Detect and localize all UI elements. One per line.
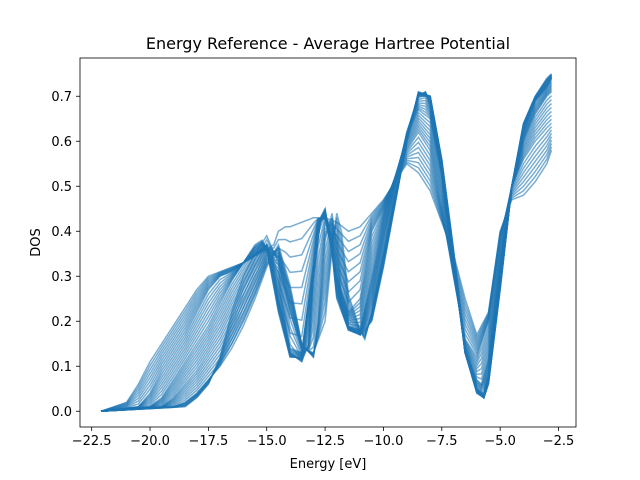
x-tick-label: −5.0 <box>484 434 516 449</box>
x-tick-label: −2.5 <box>543 434 575 449</box>
y-tick-label: 0.1 <box>51 360 72 375</box>
x-tick-label: −22.5 <box>72 434 112 449</box>
x-axis-label: Energy [eV] <box>290 457 367 472</box>
chart-title: Energy Reference - Average Hartree Poten… <box>146 34 510 53</box>
y-tick-label: 0.0 <box>51 405 72 420</box>
series-layer <box>100 73 553 412</box>
x-tick-label: −15.0 <box>247 434 287 449</box>
y-axis-label: DOS <box>29 228 44 257</box>
y-tick-label: 0.2 <box>51 315 72 330</box>
dos-curve-40 <box>100 77 553 412</box>
x-tick-label: −20.0 <box>130 434 170 449</box>
y-tick-label: 0.7 <box>51 90 72 105</box>
x-tick-label: −10.0 <box>364 434 404 449</box>
x-axis-ticks: −22.5 −20.0 −17.5 −15.0 −12.5 −10.0 −7.5 −5.0 −2… <box>72 427 575 449</box>
plot-frame <box>79 57 577 428</box>
y-axis-ticks: 0.0 0.1 0.2 0.3 0.4 0.5 0.6 0.7 <box>51 90 80 420</box>
y-tick-label: 0.5 <box>51 180 72 195</box>
x-tick-label: −12.5 <box>305 434 345 449</box>
y-tick-label: 0.6 <box>51 135 72 150</box>
x-tick-label: −17.5 <box>188 434 228 449</box>
y-tick-label: 0.3 <box>51 270 72 285</box>
y-tick-label: 0.4 <box>51 225 72 240</box>
x-tick-label: −7.5 <box>426 434 458 449</box>
